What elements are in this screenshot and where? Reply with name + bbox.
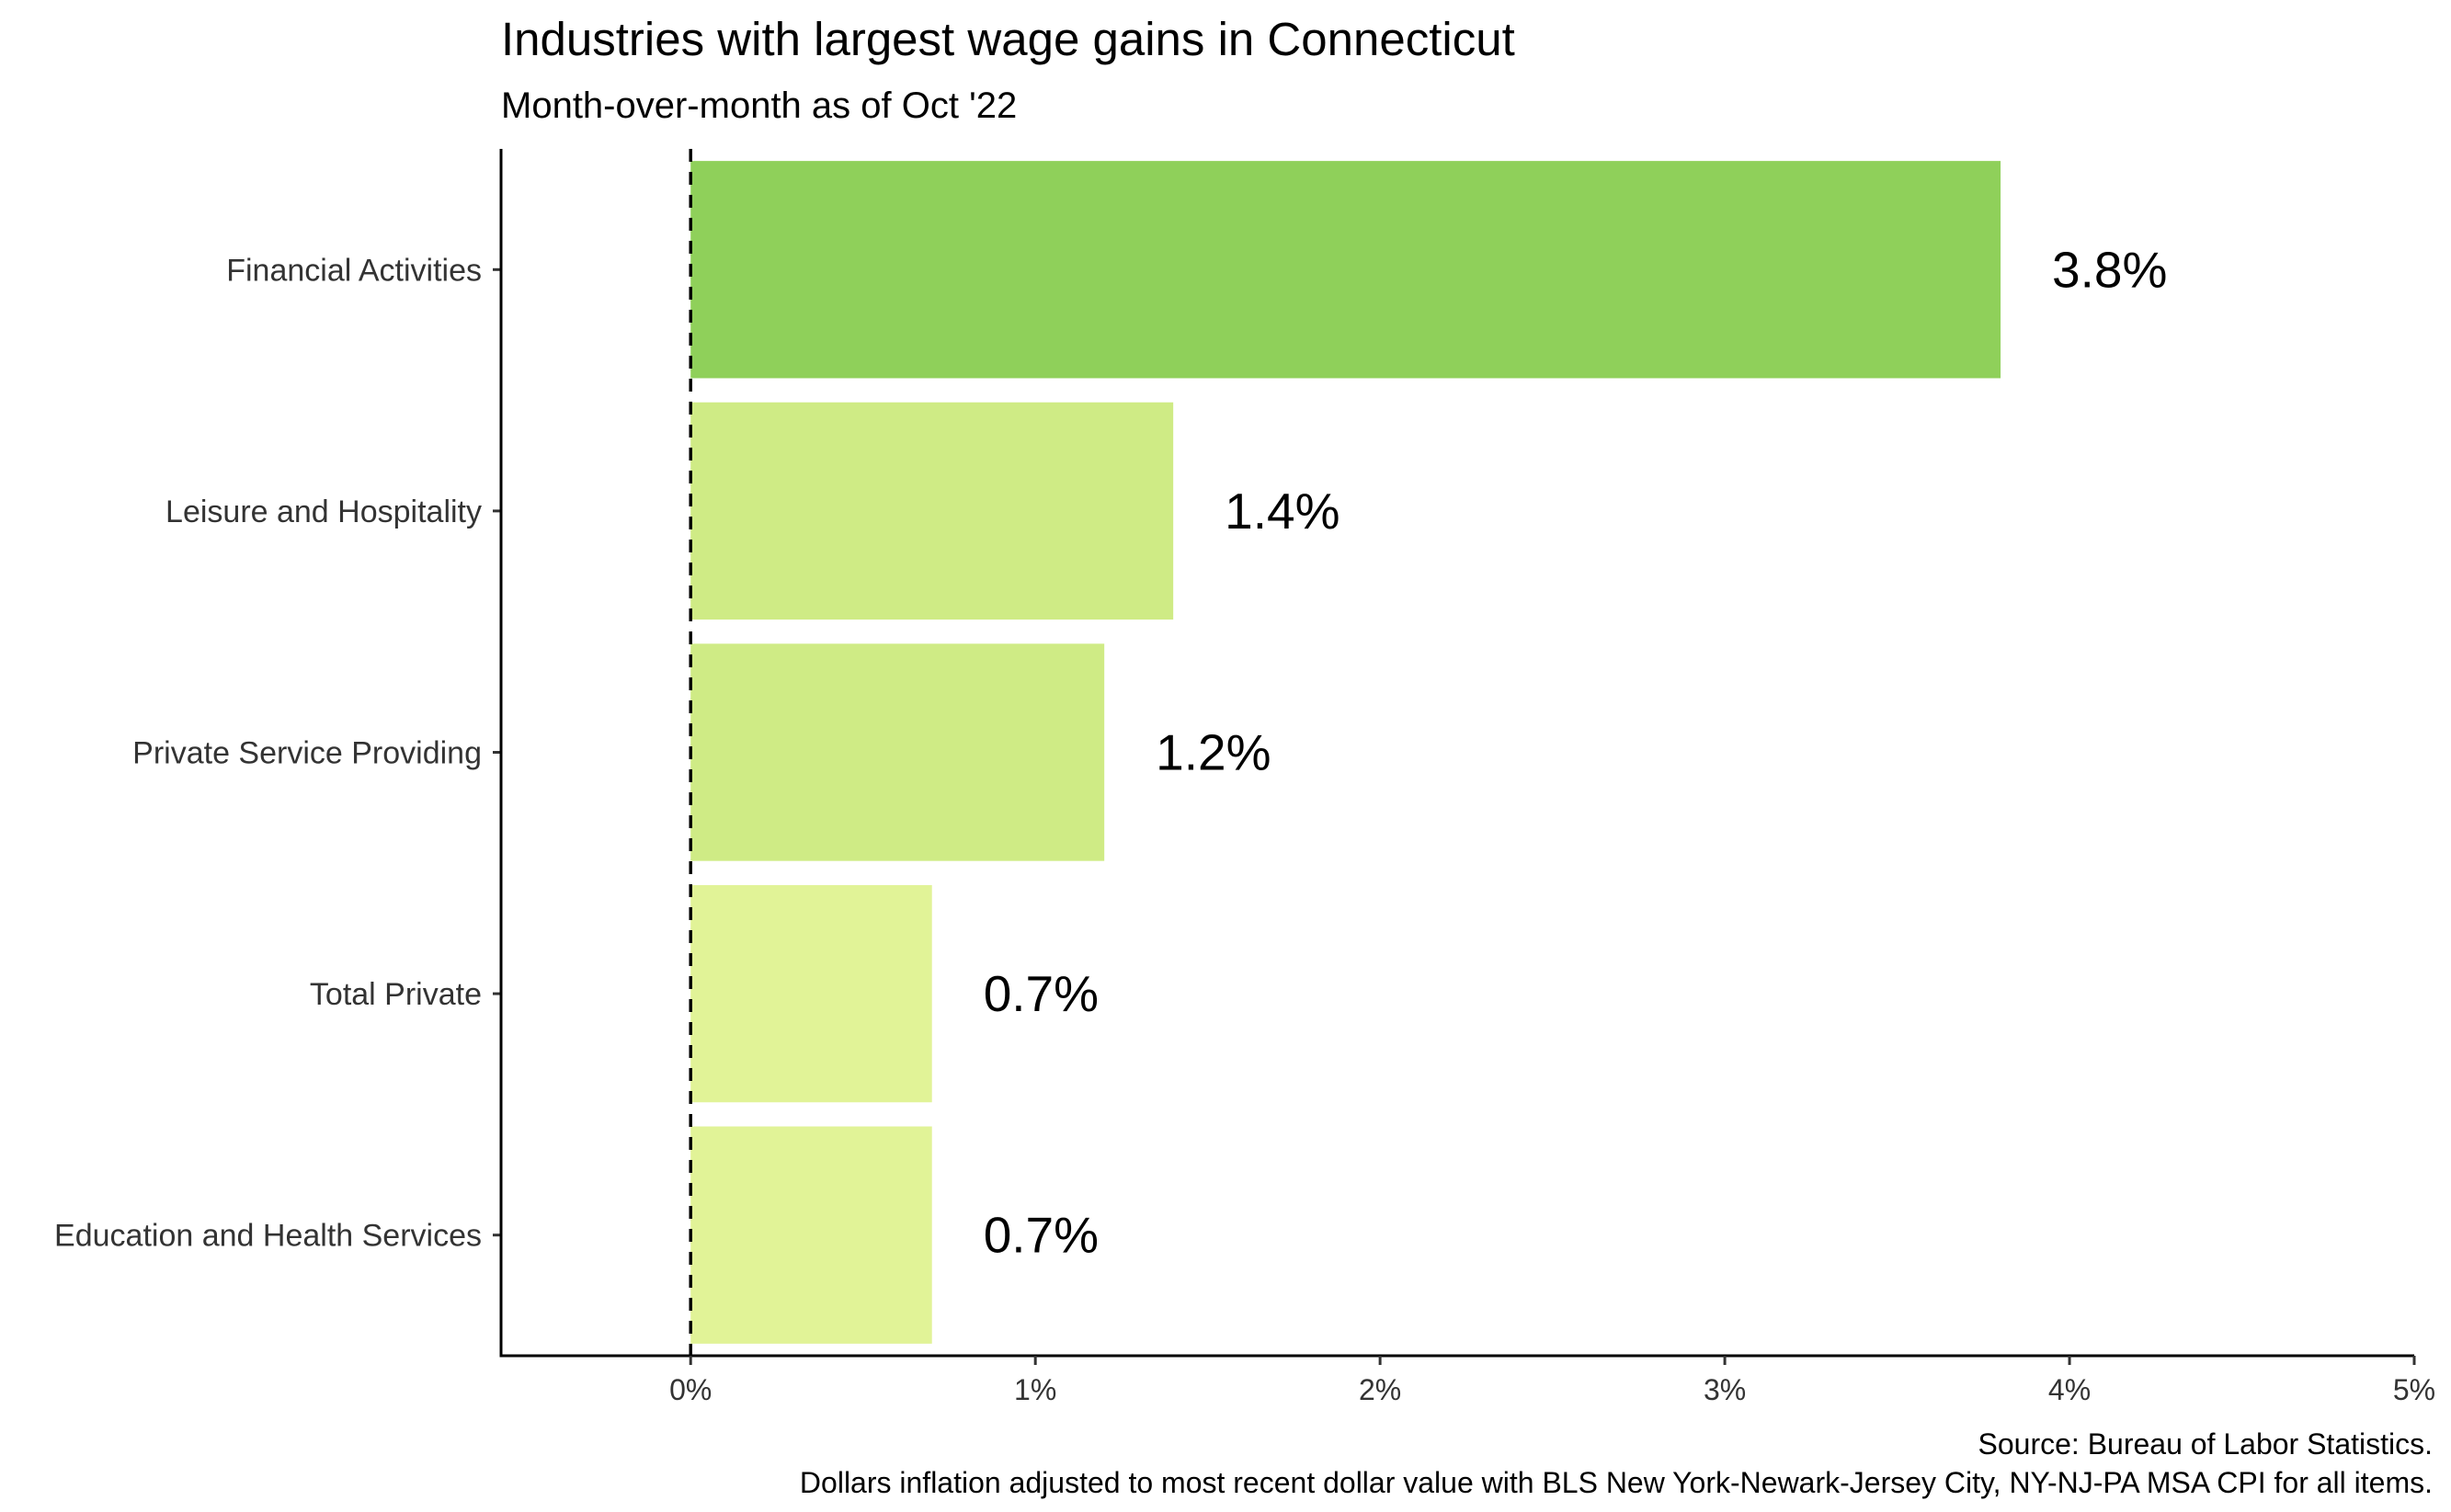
x-tick-label-2: 2% — [1359, 1373, 1401, 1406]
x-tick-label-5: 5% — [2393, 1373, 2435, 1406]
chart-subtitle: Month-over-month as of Oct '22 — [501, 85, 1017, 126]
data-label-4: 0.7% — [984, 1207, 1099, 1264]
bars-layer — [690, 161, 2001, 1344]
x-tick-label-3: 3% — [1704, 1373, 1746, 1406]
labels-layer: 3.8% Financial Activities 1.4% Leisure and … — [54, 241, 2435, 1406]
axes-layer — [493, 149, 2416, 1365]
x-tick-label-0: 0% — [669, 1373, 712, 1406]
chart-title: Industries with largest wage gains in Co… — [501, 13, 1515, 65]
bar-1 — [690, 402, 1174, 620]
category-label-1: Leisure and Hospitality — [165, 495, 482, 529]
caption-source: Source: Bureau of Labor Statistics. — [1978, 1427, 2433, 1461]
data-label-0: 3.8% — [2052, 241, 2167, 298]
bar-3 — [690, 884, 932, 1103]
x-tick-label-4: 4% — [2048, 1373, 2091, 1406]
data-label-1: 1.4% — [1225, 483, 1340, 540]
bar-2 — [690, 643, 1105, 861]
bar-4 — [690, 1126, 932, 1344]
x-tick-label-1: 1% — [1014, 1373, 1056, 1406]
data-label-2: 1.2% — [1156, 724, 1271, 781]
bar-0 — [690, 161, 2001, 379]
category-label-2: Private Service Providing — [132, 736, 482, 771]
caption-note: Dollars inflation adjusted to most recen… — [800, 1466, 2433, 1499]
category-label-4: Education and Health Services — [54, 1219, 482, 1254]
category-label-0: Financial Activities — [226, 253, 482, 288]
category-label-3: Total Private — [310, 977, 482, 1012]
data-label-3: 0.7% — [984, 965, 1099, 1022]
